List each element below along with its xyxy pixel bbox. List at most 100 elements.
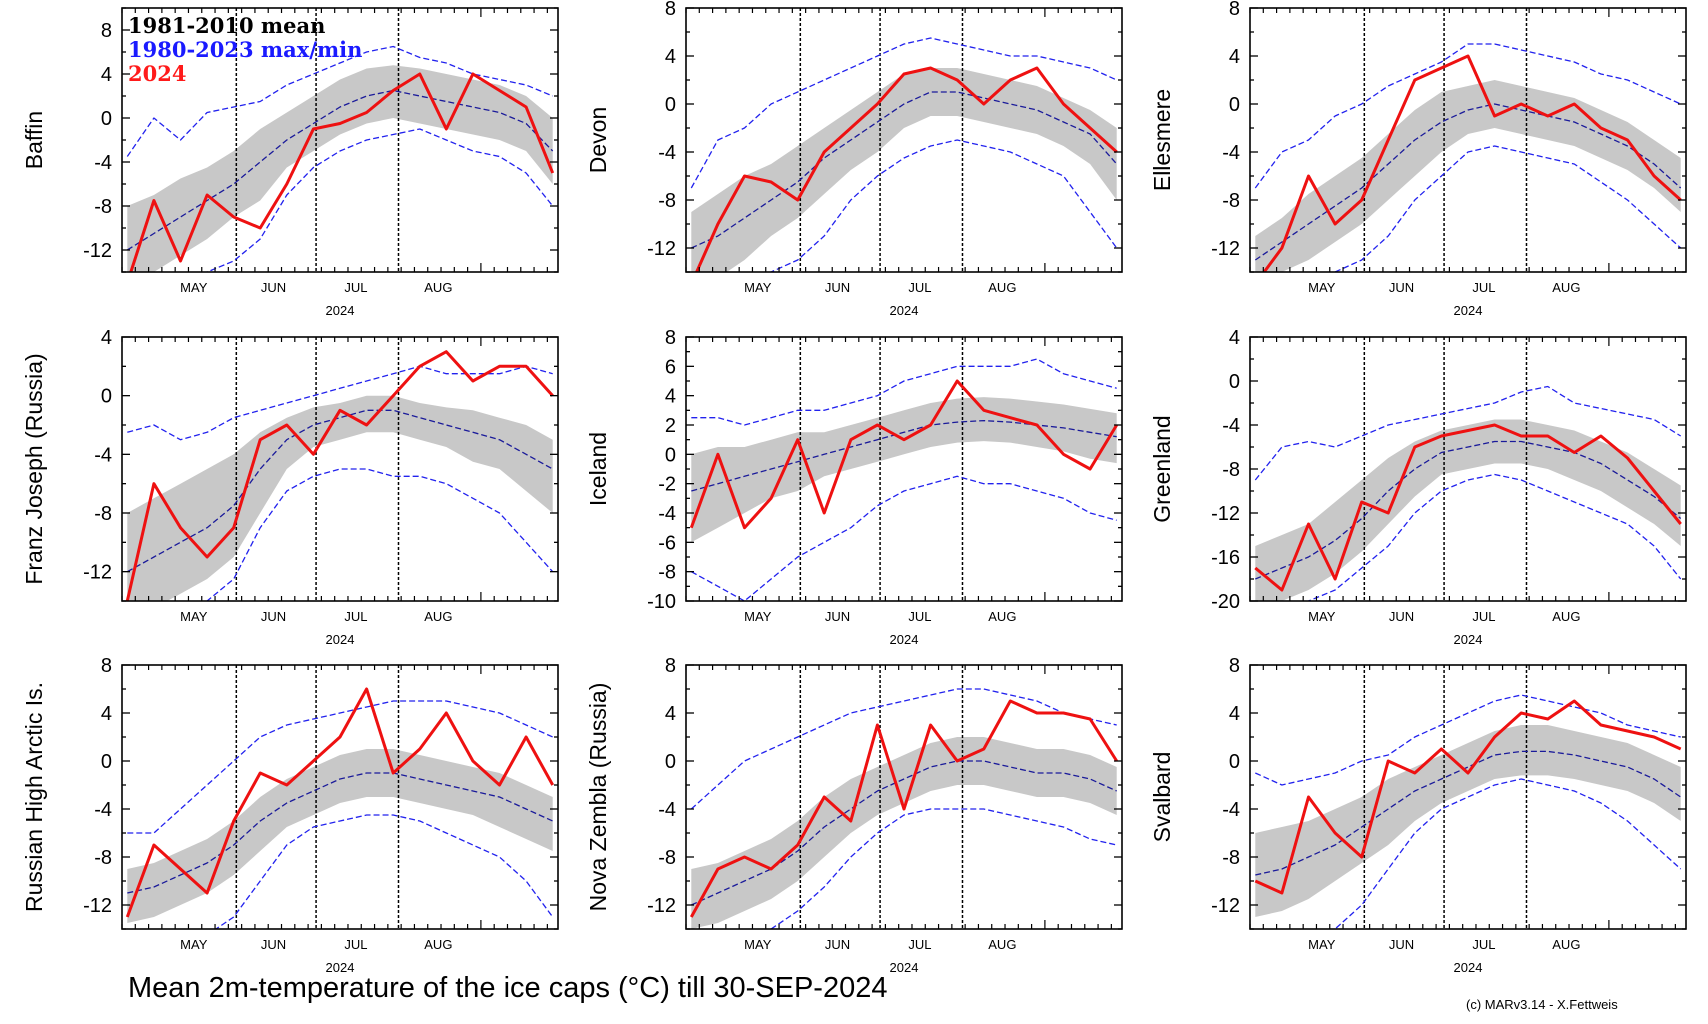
- month-label: JUL: [908, 609, 931, 624]
- y-tick-label: 4: [101, 703, 112, 725]
- month-label: AUG: [988, 937, 1016, 952]
- y-tick-label: -8: [658, 847, 676, 869]
- y-tick-label: 2: [665, 415, 676, 437]
- y-tick-label: -4: [94, 152, 112, 174]
- x-axis-year-label: 2024: [890, 632, 919, 647]
- month-label: JUN: [261, 609, 286, 624]
- variability-band: [691, 397, 1117, 543]
- plot-area: [125, 337, 554, 601]
- y-tick-label: -12: [83, 562, 112, 584]
- variability-band: [127, 395, 553, 601]
- chart-panel-5: 4 0 -4 -8 -12 -16 -20 MAY JUN JUL AUG 2024 Greenland: [1149, 327, 1687, 647]
- y-tick-label: 8: [1229, 655, 1240, 677]
- y-tick-label: 0: [665, 94, 676, 116]
- y-tick-label: 4: [1229, 46, 1240, 68]
- series-max-line: [691, 358, 1117, 426]
- panel-title: Iceland: [585, 432, 611, 506]
- x-axis-year-label: 2024: [1454, 303, 1483, 318]
- panel-title: Svalbard: [1149, 752, 1175, 843]
- panel-title: Greenland: [1149, 415, 1175, 522]
- month-label: JUN: [825, 937, 850, 952]
- chart-panel-4: 8 6 4 2 0 -2 -4 -6 -8 -10 MAY JUN JUL AUG 2024 Iceland: [585, 327, 1123, 647]
- y-tick-label: 4: [665, 703, 676, 725]
- month-label: JUL: [1472, 609, 1495, 624]
- variability-band: [1255, 419, 1681, 601]
- y-tick-label: -4: [1222, 142, 1240, 164]
- series-mean-line: [126, 409, 554, 573]
- figure-caption: Mean 2m-temperature of the ice caps (°C)…: [128, 972, 888, 1004]
- month-label: JUN: [261, 937, 286, 952]
- series-max-line: [1254, 385, 1682, 481]
- variability-band: [127, 65, 553, 272]
- series-mean-line: [126, 89, 554, 251]
- month-label: JUN: [1389, 609, 1414, 624]
- chart-panel-7: 8 4 0 -4 -8 -12 MAY JUN JUL AUG 2024 Nova Zembla (R…: [585, 655, 1123, 975]
- panel-title: Devon: [585, 107, 611, 173]
- legend-entry: 1980-2023 max/min: [128, 37, 362, 62]
- y-tick-label: -8: [94, 847, 112, 869]
- plot-frame: [1249, 7, 1687, 273]
- series-2024-line: [1254, 699, 1682, 895]
- y-tick-label: -8: [658, 562, 676, 584]
- plot-area: [1254, 8, 1682, 272]
- y-tick-label: -12: [1211, 503, 1240, 525]
- variability-band: [1255, 725, 1681, 917]
- y-tick-label: 0: [101, 108, 112, 130]
- legend-entry: 1981-2010 mean: [128, 13, 325, 38]
- plot-area: [125, 665, 555, 929]
- y-tick-label: -8: [94, 503, 112, 525]
- series-min-line: [205, 128, 554, 272]
- y-tick-label: -12: [83, 895, 112, 917]
- plot-frame: [121, 664, 559, 930]
- y-tick-label: -8: [1222, 459, 1240, 481]
- month-label: AUG: [988, 280, 1016, 295]
- x-axis-year-label: 2024: [326, 960, 355, 975]
- month-label: JUN: [261, 280, 286, 295]
- y-tick-label: -6: [658, 532, 676, 554]
- series-mean-line: [1255, 750, 1682, 876]
- y-tick-label: 6: [665, 356, 676, 378]
- y-tick-label: 8: [1229, 0, 1240, 20]
- plot-frame: [1249, 664, 1687, 930]
- panel-title: Baffin: [21, 111, 47, 169]
- y-tick-label: 4: [1229, 703, 1240, 725]
- month-label: AUG: [424, 937, 452, 952]
- y-tick-label: -20: [1211, 591, 1240, 613]
- y-tick-label: 0: [1229, 751, 1240, 773]
- series-max-line: [127, 365, 553, 441]
- x-axis-year-label: 2024: [1454, 960, 1483, 975]
- series-mean-line: [691, 419, 1117, 492]
- month-label: AUG: [988, 609, 1016, 624]
- plot-area: [689, 665, 1118, 929]
- plot-area: [126, 8, 555, 272]
- variability-band: [691, 737, 1117, 929]
- chart-panel-6: 8 4 0 -4 -8 -12 MAY JUN JUL AUG 2024 Russian High A…: [21, 655, 559, 975]
- series-max-line: [1255, 694, 1681, 786]
- y-tick-label: 0: [1229, 94, 1240, 116]
- y-tick-label: 4: [665, 386, 676, 408]
- month-label: JUN: [825, 280, 850, 295]
- series-mean-line: [691, 91, 1118, 249]
- series-max-line: [690, 37, 1117, 189]
- month-label: JUL: [1472, 280, 1495, 295]
- panel-title: Nova Zembla (Russia): [585, 683, 611, 912]
- month-label: JUN: [825, 609, 850, 624]
- x-axis-year-label: 2024: [1454, 632, 1483, 647]
- chart-panel-0: 8 4 0 -4 -8 -12 MAY JUN JUL AUG 2024 Baffin: [21, 7, 559, 318]
- y-tick-label: 8: [101, 20, 112, 42]
- y-tick-label: 8: [665, 655, 676, 677]
- month-label: AUG: [1552, 937, 1580, 952]
- legend-entry: 2024: [128, 61, 186, 86]
- month-label: JUL: [908, 280, 931, 295]
- month-label: JUL: [1472, 937, 1495, 952]
- month-label: MAY: [1308, 280, 1336, 295]
- series-max-line: [690, 688, 1117, 810]
- series-2024-line: [1262, 54, 1682, 272]
- y-tick-label: -4: [658, 799, 676, 821]
- month-label: JUL: [908, 937, 931, 952]
- y-tick-label: 0: [1229, 371, 1240, 393]
- series-mean-line: [691, 760, 1117, 906]
- month-label: MAY: [180, 937, 208, 952]
- chart-panel-2: 8 4 0 -4 -8 -12 MAY JUN JUL AUG 2024 Ellesmere: [1149, 0, 1687, 318]
